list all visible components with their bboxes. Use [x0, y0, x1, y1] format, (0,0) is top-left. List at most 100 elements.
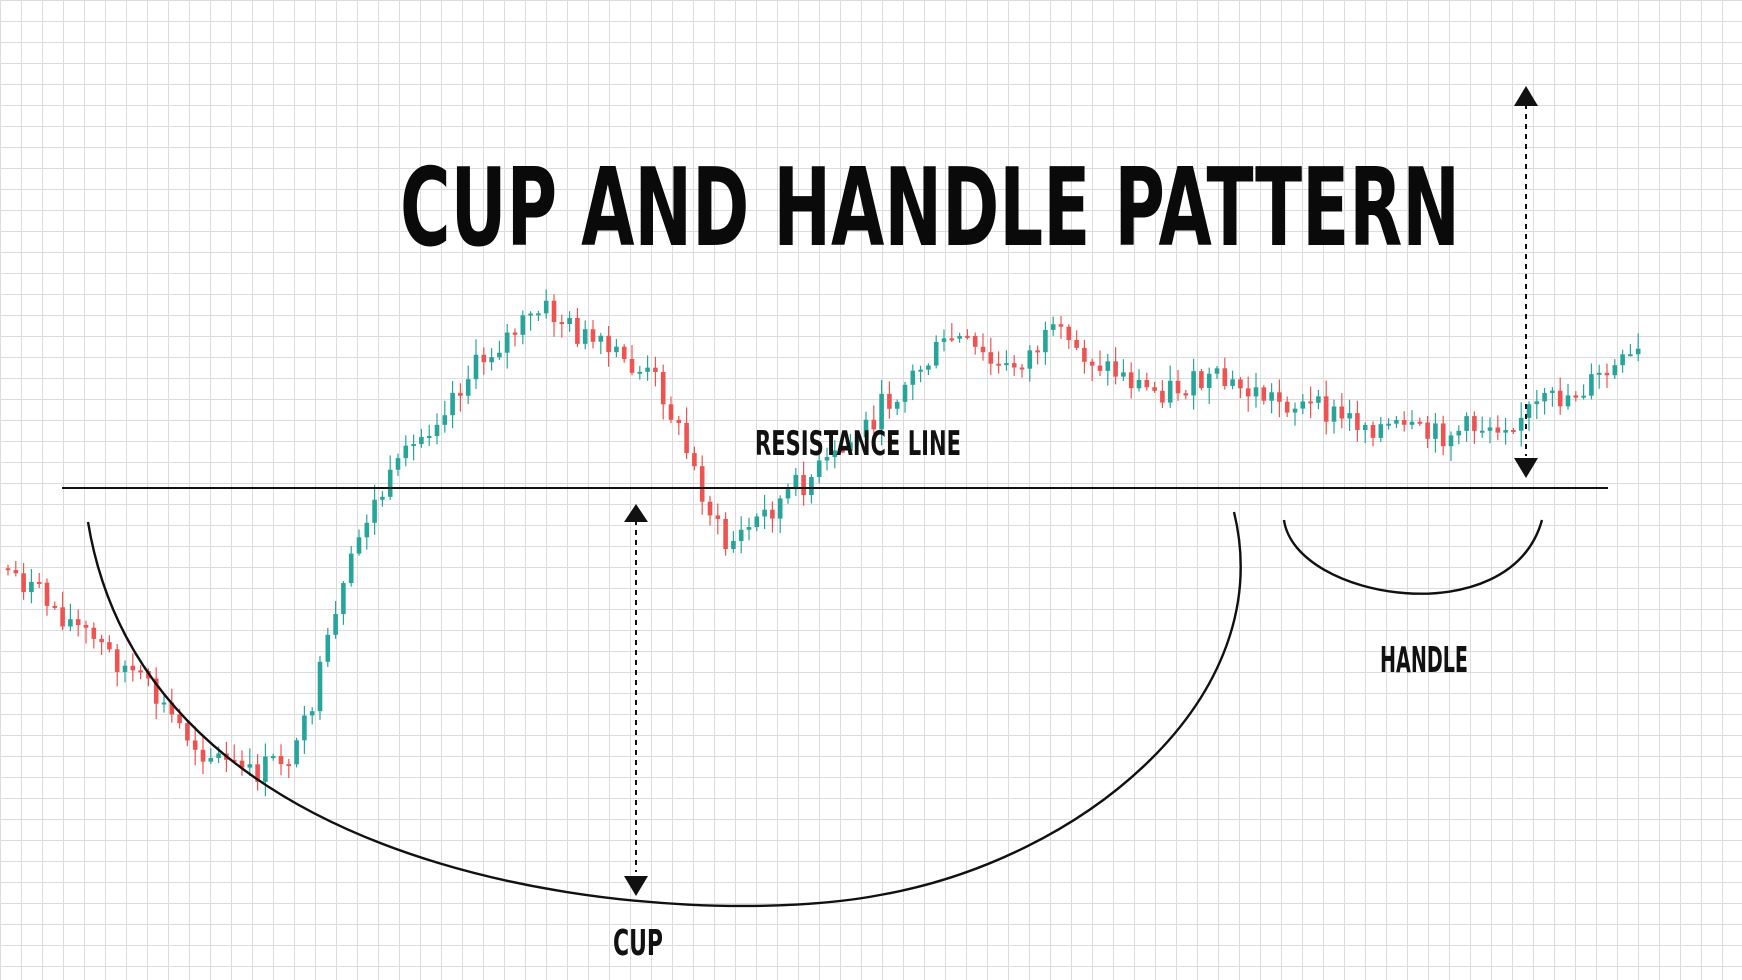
- candle-body: [1448, 435, 1454, 447]
- candle-body: [1019, 367, 1025, 370]
- candle-body: [1628, 354, 1633, 357]
- candle-body: [1316, 396, 1321, 403]
- candle-body: [785, 489, 791, 499]
- candle-body: [653, 367, 658, 372]
- candle-body: [699, 466, 705, 502]
- candle-body: [1097, 365, 1103, 371]
- candle-body: [465, 379, 471, 396]
- candle-body: [309, 711, 315, 716]
- candle-body: [668, 404, 674, 420]
- candle-body: [1487, 427, 1493, 431]
- candle-body: [68, 619, 73, 627]
- candle-body: [520, 315, 526, 335]
- candle-body: [1378, 424, 1384, 438]
- candle-body: [692, 453, 697, 467]
- candle-body: [1230, 379, 1235, 386]
- candle-body: [863, 419, 869, 438]
- candle-body: [83, 625, 89, 628]
- candle-body: [1089, 361, 1095, 366]
- candle-body: [855, 437, 861, 443]
- candle-body: [1456, 430, 1462, 436]
- candle-body: [1596, 372, 1602, 375]
- candle-body: [44, 582, 50, 606]
- candle-body: [1292, 408, 1298, 413]
- candle-body: [75, 619, 81, 626]
- candle-body: [278, 756, 284, 765]
- candle-body: [302, 715, 307, 741]
- candle-body: [497, 352, 502, 358]
- candle-body: [411, 444, 416, 447]
- candle-body: [177, 714, 182, 724]
- candle-body: [216, 753, 221, 758]
- candle-body: [122, 665, 128, 672]
- candle-body: [29, 581, 34, 593]
- candle-body: [1050, 324, 1056, 330]
- candle-body: [325, 634, 331, 662]
- candle-body: [434, 424, 440, 436]
- candle-body: [1035, 350, 1040, 353]
- candle-body: [1503, 430, 1508, 433]
- candle-body: [255, 764, 260, 782]
- candle-body: [107, 642, 112, 650]
- candle-body: [559, 322, 565, 325]
- candle-body: [1144, 380, 1150, 388]
- candle-body: [746, 527, 752, 530]
- candle-body: [871, 419, 877, 430]
- candle-body: [489, 357, 494, 363]
- candle-body: [1331, 406, 1337, 422]
- candle-body: [481, 354, 487, 363]
- candle-body: [1589, 374, 1594, 396]
- candle-body: [1152, 387, 1157, 391]
- candle-body: [1620, 354, 1625, 366]
- candle-body: [1518, 417, 1524, 431]
- candle-body: [582, 329, 588, 344]
- candle-body: [902, 384, 908, 402]
- candle-body: [606, 335, 611, 353]
- candle-body: [575, 318, 580, 344]
- candle-body: [1082, 347, 1087, 362]
- candle-body: [1355, 413, 1360, 431]
- candle-body: [848, 442, 853, 452]
- candle-body: [1472, 416, 1477, 431]
- candle-body: [1027, 350, 1033, 369]
- candle-body: [988, 352, 994, 364]
- candle-body: [614, 346, 619, 353]
- candle-body: [1573, 395, 1579, 398]
- candle-body: [1417, 421, 1423, 424]
- candle-body: [1167, 380, 1173, 403]
- candle-body: [894, 401, 900, 409]
- candle-body: [816, 460, 822, 478]
- candle-body: [567, 318, 572, 324]
- candle-body: [1253, 387, 1259, 397]
- candle-body: [1511, 430, 1516, 433]
- candle-body: [1160, 390, 1165, 403]
- candle-body: [723, 518, 728, 549]
- candle-body: [1550, 390, 1555, 393]
- candle-body: [887, 393, 892, 409]
- candle-body: [200, 749, 206, 762]
- candle-body: [270, 756, 276, 759]
- candle-body: [1214, 368, 1220, 374]
- candle-body: [1362, 425, 1368, 431]
- candle-body: [1542, 392, 1547, 402]
- candle-body: [419, 436, 424, 445]
- candle-body: [512, 332, 518, 335]
- candle-body: [1011, 363, 1017, 368]
- cup-label: CUP: [613, 923, 663, 964]
- candle-body: [169, 702, 175, 715]
- candle-body: [1004, 363, 1009, 366]
- candle-body: [933, 341, 939, 366]
- candle-body: [341, 583, 346, 615]
- candle-body: [731, 540, 736, 549]
- candle-body: [738, 529, 744, 541]
- candle-body: [348, 553, 354, 584]
- candle-body: [52, 605, 58, 608]
- candle-body: [528, 313, 533, 316]
- candle-body: [99, 638, 104, 643]
- cup-depth-arrow-up-icon: [624, 504, 648, 522]
- candle-body: [395, 458, 401, 470]
- candle-body: [1300, 401, 1306, 409]
- candle-body: [1066, 326, 1072, 341]
- candle-body: [1128, 372, 1134, 389]
